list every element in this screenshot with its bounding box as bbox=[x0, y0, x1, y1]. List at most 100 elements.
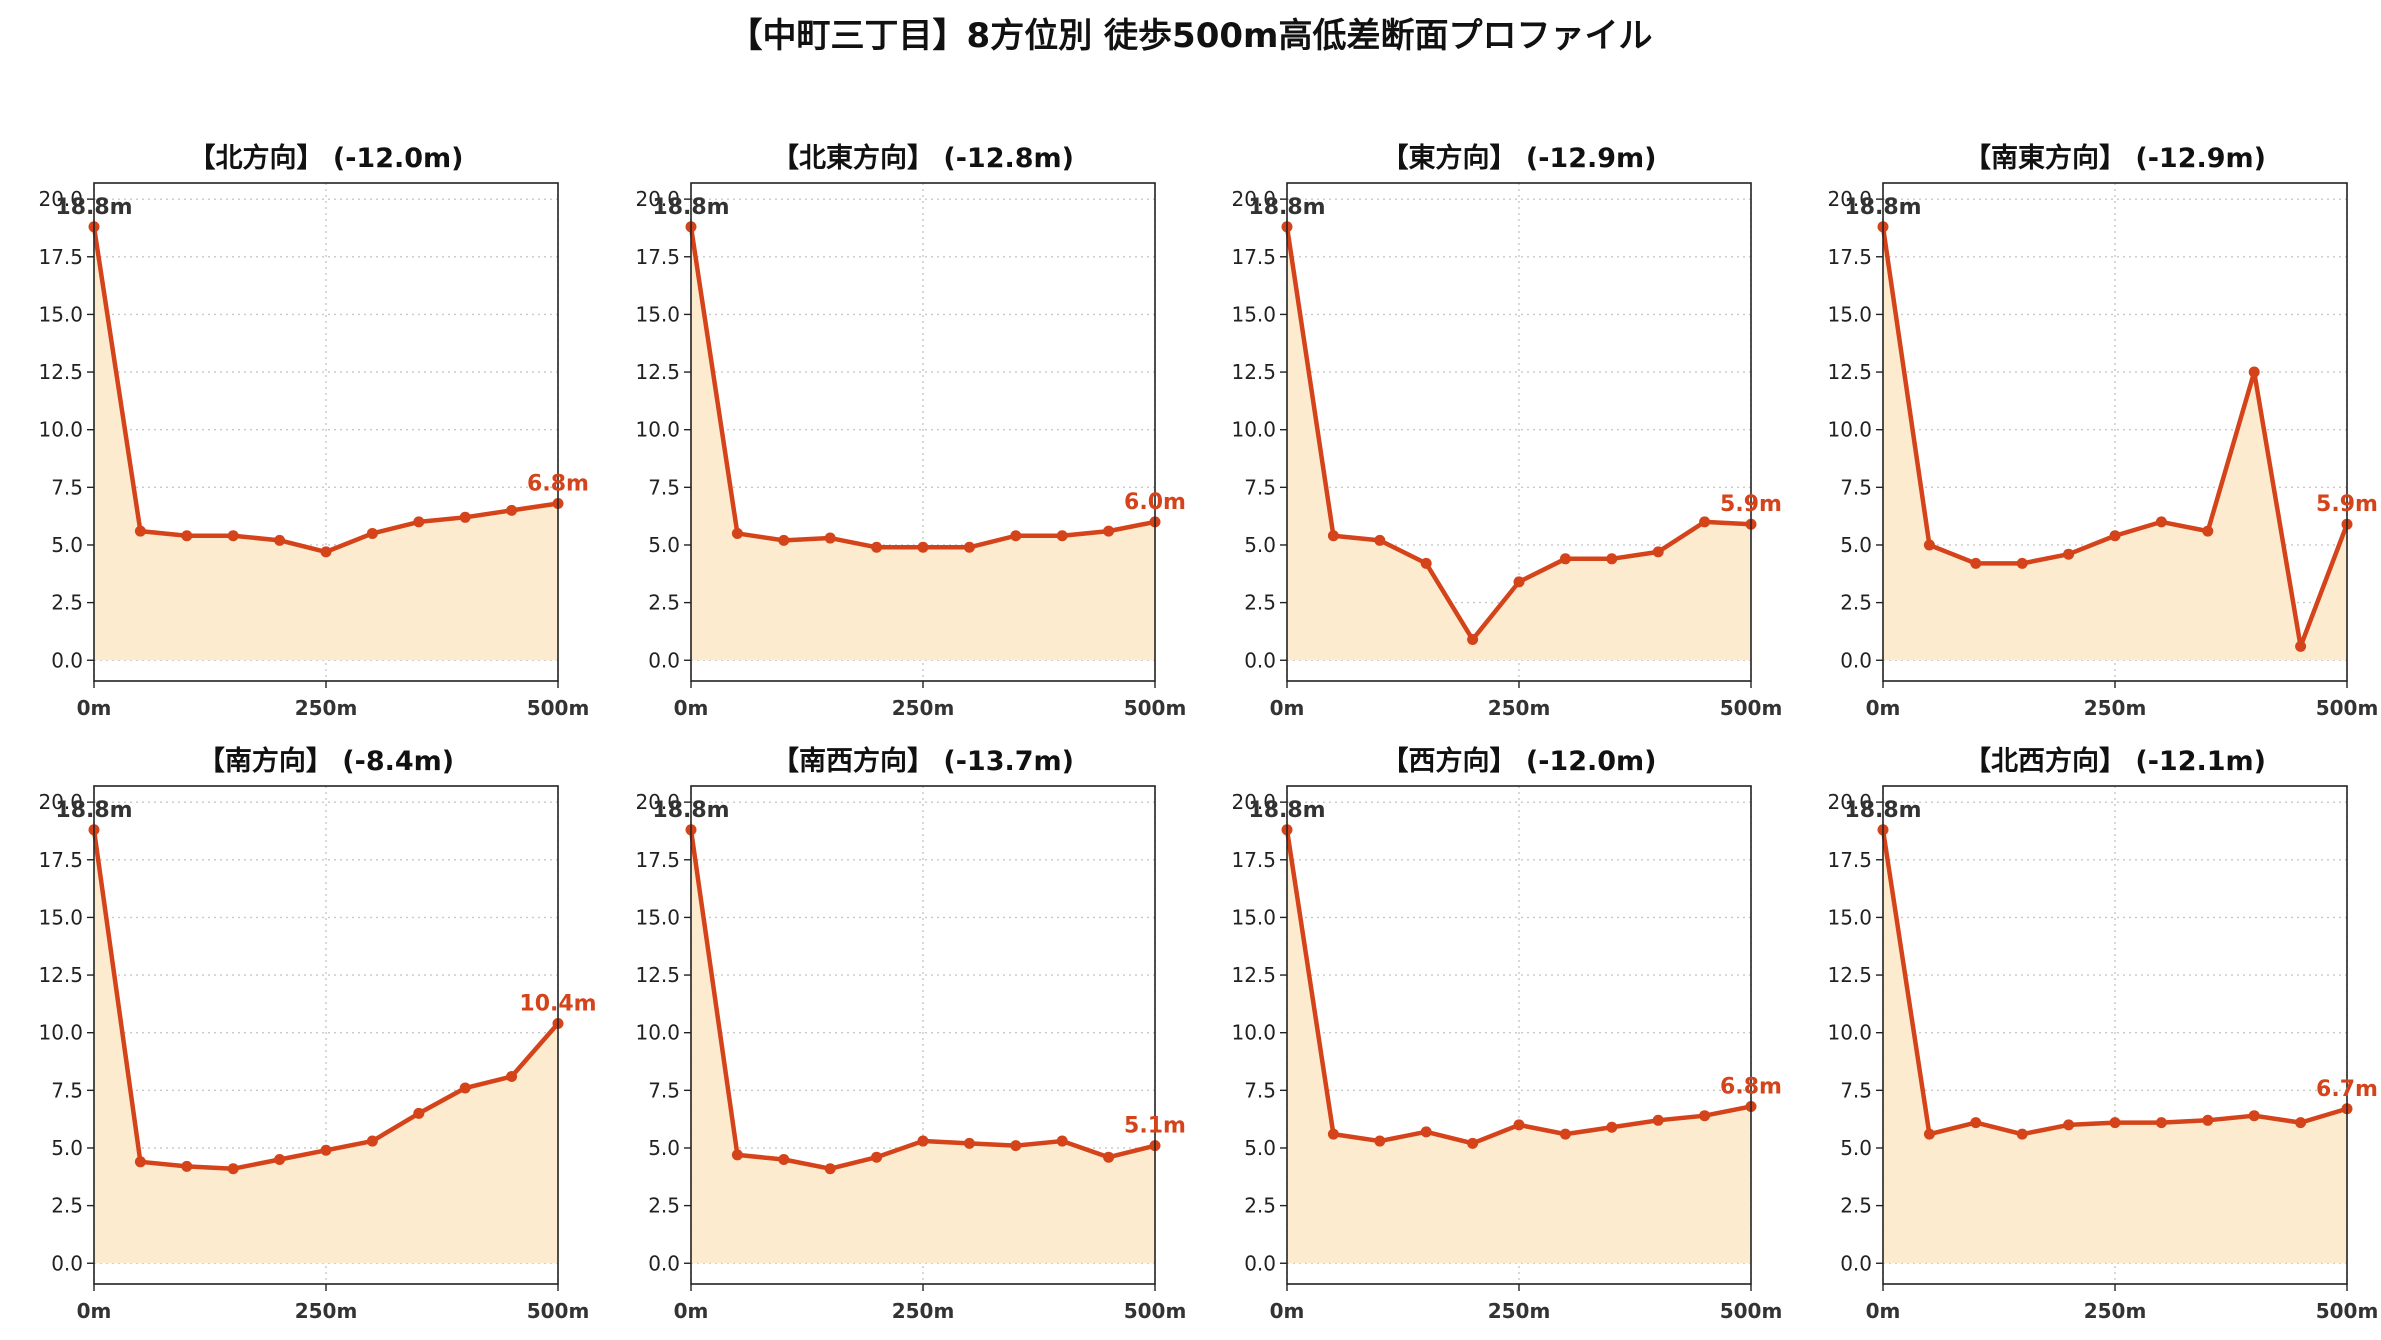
x-tick-label: 500m bbox=[1124, 696, 1187, 720]
y-tick-label: 17.5 bbox=[635, 848, 680, 872]
y-tick-label: 7.5 bbox=[1840, 475, 1872, 499]
data-point bbox=[2202, 1114, 2214, 1126]
data-point bbox=[320, 1144, 332, 1156]
data-point bbox=[2295, 640, 2307, 652]
y-tick-label: 7.5 bbox=[51, 1078, 83, 1102]
data-point bbox=[1327, 1128, 1339, 1140]
data-point bbox=[2063, 548, 2075, 560]
start-elevation-label: 18.8m bbox=[55, 798, 132, 823]
y-tick-label: 5.0 bbox=[1840, 1136, 1872, 1160]
chart-panel-3: 0.0 2.5 5.0 7.5 10.0 12.5 15.0 17.5 20.0 0m 250m 50… bbox=[1231, 142, 1782, 720]
x-tick-label: 500m bbox=[527, 696, 590, 720]
x-tick-label: 250m bbox=[892, 1299, 955, 1323]
y-tick-label: 7.5 bbox=[648, 1078, 680, 1102]
data-point bbox=[1970, 1117, 1982, 1129]
y-tick-label: 12.5 bbox=[635, 360, 680, 384]
data-point bbox=[963, 541, 975, 553]
chart-panel-2: 0.0 2.5 5.0 7.5 10.0 12.5 15.0 17.5 20.0 0m 250m 50… bbox=[635, 142, 1186, 720]
data-point bbox=[227, 530, 239, 542]
panel-title: 【北西方向】 (-12.1m) bbox=[1964, 745, 2266, 777]
y-tick-label: 2.5 bbox=[1244, 1194, 1276, 1218]
panel-title: 【南方向】 (-8.4m) bbox=[198, 745, 454, 777]
start-elevation-label: 18.8m bbox=[652, 798, 729, 823]
data-point bbox=[778, 534, 790, 546]
data-point bbox=[2248, 366, 2260, 378]
start-elevation-label: 18.8m bbox=[1844, 195, 1921, 220]
x-tick-label: 250m bbox=[1488, 1299, 1551, 1323]
elevation-area bbox=[691, 226, 1155, 661]
data-point bbox=[506, 1071, 518, 1082]
y-tick-label: 0.0 bbox=[1244, 1251, 1276, 1275]
y-tick-label: 10.0 bbox=[1827, 418, 1872, 442]
x-tick-label: 500m bbox=[1124, 1299, 1187, 1323]
x-tick-label: 250m bbox=[295, 1299, 358, 1323]
chart-panel-5: 0.0 2.5 5.0 7.5 10.0 12.5 15.0 17.5 20.0 0m 250m 50… bbox=[38, 745, 596, 1323]
y-tick-label: 20.0 bbox=[635, 187, 680, 211]
data-point bbox=[917, 1135, 929, 1147]
x-tick-label: 250m bbox=[295, 696, 358, 720]
data-point bbox=[413, 516, 425, 528]
data-point bbox=[963, 1137, 975, 1149]
y-tick-label: 17.5 bbox=[635, 245, 680, 269]
y-tick-label: 2.5 bbox=[648, 1194, 680, 1218]
figure-title: 【中町三丁目】8方位別 徒歩500m高低差断面プロファイル bbox=[728, 16, 1653, 56]
y-tick-label: 20.0 bbox=[1231, 790, 1276, 814]
y-tick-label: 17.5 bbox=[38, 245, 83, 269]
data-point bbox=[824, 1163, 836, 1175]
y-tick-label: 15.0 bbox=[1231, 302, 1276, 326]
data-point bbox=[134, 525, 146, 537]
elevation-area bbox=[1883, 226, 2347, 661]
end-elevation-label: 5.9m bbox=[1720, 492, 1782, 517]
end-elevation-label: 10.4m bbox=[519, 991, 596, 1016]
data-point bbox=[1699, 516, 1711, 528]
data-point bbox=[366, 527, 378, 539]
panel-title: 【南東方向】 (-12.9m) bbox=[1964, 142, 2266, 174]
panel-title: 【東方向】 (-12.9m) bbox=[1381, 142, 1656, 174]
x-tick-label: 500m bbox=[1720, 696, 1783, 720]
data-point bbox=[778, 1154, 790, 1165]
data-point bbox=[1420, 557, 1432, 569]
chart-panel-4: 0.0 2.5 5.0 7.5 10.0 12.5 15.0 17.5 20.0 0m 250m 50… bbox=[1827, 142, 2378, 720]
y-tick-label: 17.5 bbox=[38, 848, 83, 872]
data-point bbox=[1103, 525, 1115, 537]
data-point bbox=[824, 532, 836, 544]
data-point bbox=[366, 1135, 378, 1147]
data-point bbox=[871, 1151, 883, 1163]
y-tick-label: 20.0 bbox=[38, 187, 83, 211]
data-point bbox=[1374, 1135, 1386, 1147]
end-elevation-label: 6.8m bbox=[527, 471, 589, 496]
data-point bbox=[1559, 1128, 1571, 1140]
y-tick-label: 15.0 bbox=[1827, 302, 1872, 326]
data-point bbox=[1606, 553, 1618, 565]
y-tick-label: 7.5 bbox=[648, 475, 680, 499]
y-tick-label: 15.0 bbox=[635, 302, 680, 326]
data-point bbox=[1056, 1135, 1068, 1147]
x-tick-label: 0m bbox=[1866, 1299, 1901, 1323]
y-tick-label: 20.0 bbox=[38, 790, 83, 814]
y-tick-label: 12.5 bbox=[1231, 963, 1276, 987]
elevation-area bbox=[1287, 829, 1751, 1264]
data-point bbox=[1420, 1126, 1432, 1138]
y-tick-label: 12.5 bbox=[1827, 360, 1872, 384]
start-elevation-label: 18.8m bbox=[1248, 195, 1325, 220]
panel-title: 【西方向】 (-12.0m) bbox=[1381, 745, 1656, 777]
y-tick-label: 0.0 bbox=[51, 1251, 83, 1275]
y-tick-label: 0.0 bbox=[1840, 648, 1872, 672]
y-tick-label: 10.0 bbox=[635, 418, 680, 442]
data-point bbox=[134, 1156, 146, 1168]
start-elevation-label: 18.8m bbox=[1844, 798, 1921, 823]
y-tick-label: 0.0 bbox=[1244, 648, 1276, 672]
data-point bbox=[1056, 530, 1068, 542]
y-tick-label: 7.5 bbox=[1244, 1078, 1276, 1102]
data-point bbox=[1513, 1119, 1525, 1131]
data-point bbox=[1652, 1114, 1664, 1126]
y-tick-label: 15.0 bbox=[1827, 905, 1872, 929]
x-tick-label: 0m bbox=[674, 1299, 709, 1323]
y-tick-label: 12.5 bbox=[38, 360, 83, 384]
x-tick-label: 250m bbox=[2084, 696, 2147, 720]
data-point bbox=[1606, 1121, 1618, 1133]
y-tick-label: 5.0 bbox=[648, 533, 680, 557]
data-point bbox=[413, 1107, 425, 1119]
data-point bbox=[459, 1082, 471, 1094]
